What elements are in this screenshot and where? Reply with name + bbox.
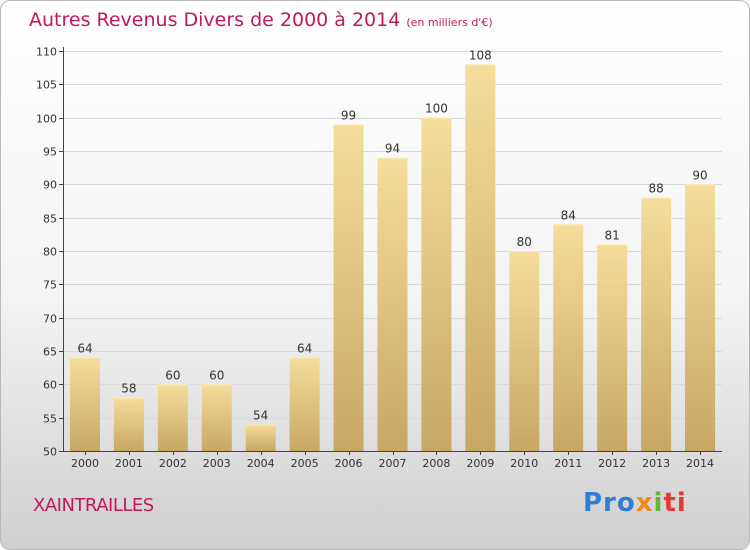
bar-2004: [245, 424, 276, 451]
x-tick-label-2001: 2001: [115, 457, 143, 470]
commune-name: XAINTRAILLES: [33, 495, 154, 516]
x-tick-label-2014: 2014: [686, 457, 714, 470]
x-tick-label-2000: 2000: [71, 457, 99, 470]
bars: [69, 64, 716, 452]
title-unit: (en milliers d'€): [406, 16, 493, 29]
value-label-2004: 54: [253, 408, 268, 422]
logo-part-3: i: [653, 488, 664, 518]
y-tick-label: 65: [43, 346, 57, 359]
logo-part-2: x: [635, 488, 654, 518]
value-label-2003: 60: [209, 368, 224, 382]
y-tick-label: 80: [43, 246, 57, 259]
bar-2012: [597, 244, 628, 451]
x-tick-label-2003: 2003: [203, 457, 231, 470]
bar-2013: [641, 197, 672, 451]
y-tick-label: 85: [43, 213, 57, 226]
value-label-2001: 58: [121, 382, 136, 396]
x-tick-label-2011: 2011: [554, 457, 582, 470]
bar-2002: [157, 384, 188, 451]
x-tick-label-2009: 2009: [466, 457, 494, 470]
proxiti-logo[interactable]: Proxiti: [583, 488, 687, 518]
bar-2003: [201, 384, 232, 451]
x-tick-label-2010: 2010: [510, 457, 538, 470]
value-label-2012: 81: [605, 228, 620, 242]
value-label-2008: 100: [425, 102, 448, 116]
value-label-2010: 80: [517, 235, 532, 249]
y-tick-label: 50: [43, 446, 57, 459]
y-tick-label: 100: [36, 113, 57, 126]
bar-2007: [377, 157, 408, 451]
x-tick-label-2013: 2013: [642, 457, 670, 470]
logo-part-4: ti: [663, 488, 687, 518]
bar-2011: [553, 224, 584, 451]
y-tick-label: 70: [43, 313, 57, 326]
bar-2001: [113, 397, 144, 451]
value-label-2002: 60: [165, 368, 180, 382]
labels: 50 55 60 65 70 75 80 85 90 95 100 105 110 64 2000 58 200…: [36, 46, 714, 471]
value-label-2013: 88: [648, 182, 663, 196]
x-tick-label-2002: 2002: [159, 457, 187, 470]
value-label-2005: 64: [297, 342, 312, 356]
y-tick-label: 110: [36, 46, 57, 59]
bar-2008: [421, 117, 452, 452]
logo-part-1: Pro: [583, 488, 636, 518]
y-tick-label: 55: [43, 413, 57, 426]
bar-2009: [465, 64, 496, 452]
x-tick-label-2012: 2012: [598, 457, 626, 470]
value-label-2007: 94: [385, 142, 400, 156]
y-tick-label: 60: [43, 379, 57, 392]
x-tick-label-2006: 2006: [335, 457, 363, 470]
x-tick-label-2005: 2005: [291, 457, 319, 470]
y-tick-label: 75: [43, 279, 57, 292]
x-tick-label-2004: 2004: [247, 457, 275, 470]
bar-2014: [685, 184, 716, 452]
value-label-2006: 99: [341, 108, 356, 122]
x-tick-label-2008: 2008: [422, 457, 450, 470]
title-main: Autres Revenus Divers de 2000 à 2014: [29, 9, 401, 31]
bar-2005: [289, 357, 320, 451]
value-label-2009: 108: [469, 48, 492, 62]
y-tick-label: 95: [43, 146, 57, 159]
y-tick-label: 105: [36, 79, 57, 92]
axes: [59, 47, 722, 455]
chart-title: Autres Revenus Divers de 2000 à 2014 (en …: [29, 9, 493, 31]
x-tick-label-2007: 2007: [379, 457, 407, 470]
value-label-2011: 84: [561, 208, 576, 222]
y-tick-label: 90: [43, 179, 57, 192]
value-label-2014: 90: [692, 168, 707, 182]
bar-2006: [333, 124, 364, 451]
value-label-2000: 64: [77, 342, 92, 356]
bar-2010: [509, 251, 540, 451]
bar-2000: [69, 357, 100, 451]
